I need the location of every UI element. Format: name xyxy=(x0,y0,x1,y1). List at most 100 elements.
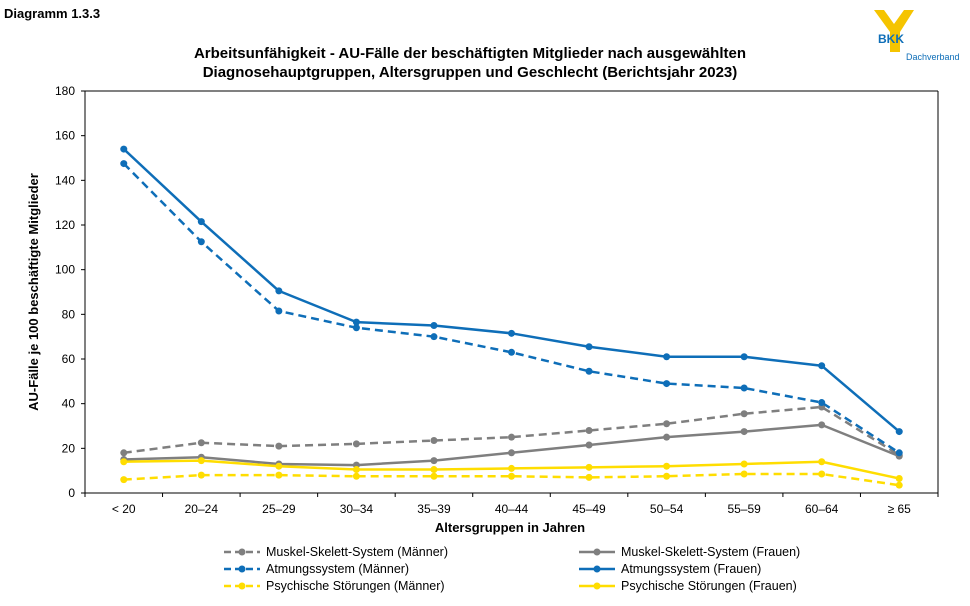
legend-swatch xyxy=(224,548,260,556)
data-point xyxy=(197,439,205,447)
legend-swatch-marker xyxy=(593,582,601,590)
x-tick-label: 60–64 xyxy=(805,502,839,516)
y-tick-label: 100 xyxy=(55,263,75,277)
legend-label: Psychische Störungen (Männer) xyxy=(266,579,445,593)
data-point xyxy=(740,410,748,418)
y-tick-label: 0 xyxy=(68,486,75,500)
x-tick-label: 25–29 xyxy=(262,502,296,516)
data-point xyxy=(508,329,515,337)
x-tick-label: 20–24 xyxy=(185,502,219,516)
y-tick-label: 140 xyxy=(55,173,75,187)
data-point xyxy=(585,473,593,481)
series-line xyxy=(122,162,900,454)
logo-text: BKK xyxy=(878,32,904,46)
data-point xyxy=(818,421,826,429)
data-point xyxy=(275,442,283,450)
y-tick-label: 160 xyxy=(55,129,75,143)
y-tick-label: 60 xyxy=(62,352,76,366)
data-point xyxy=(895,428,903,436)
data-point xyxy=(430,322,438,329)
data-point xyxy=(585,343,593,351)
data-point xyxy=(508,433,515,441)
data-point xyxy=(585,426,593,434)
data-point xyxy=(663,433,671,441)
data-point xyxy=(818,399,826,407)
legend-swatch-marker xyxy=(593,548,601,556)
data-point xyxy=(585,441,593,449)
bkk-logo-icon: BKK Dachverband xyxy=(874,10,960,62)
y-tick-label: 40 xyxy=(62,397,76,411)
data-point xyxy=(430,457,438,465)
data-point xyxy=(352,318,360,326)
bkk-logo: BKK Dachverband xyxy=(868,8,968,64)
legend-swatch xyxy=(579,548,615,556)
data-point xyxy=(663,353,671,361)
data-point xyxy=(197,238,205,246)
line-chart: 0 20 40 60 80 100 120 140 160 180 < 20 20–24 25–29 30… xyxy=(26,84,939,535)
data-point xyxy=(430,333,438,341)
y-tick-label: 180 xyxy=(55,84,75,98)
data-point xyxy=(352,466,360,474)
y-tick-label: 120 xyxy=(55,218,75,232)
legend-swatch-marker xyxy=(238,582,246,590)
x-tick-label: 55–59 xyxy=(727,502,761,516)
y-tick-label: 80 xyxy=(62,307,76,321)
data-point xyxy=(197,218,205,226)
data-point xyxy=(740,384,748,392)
series-atmungssystem-frauen- xyxy=(120,145,903,436)
data-point xyxy=(818,470,826,478)
x-tick-label: 30–34 xyxy=(340,502,374,516)
legend-swatch xyxy=(579,565,615,573)
data-point xyxy=(352,472,360,480)
legend-label: Muskel-Skelett-System (Frauen) xyxy=(621,545,801,559)
series-psychische-störungen-frauen- xyxy=(120,457,903,482)
data-point xyxy=(740,428,748,436)
data-point xyxy=(740,460,748,468)
y-tick-label: 20 xyxy=(62,441,76,455)
x-tick-label: 45–49 xyxy=(572,502,606,516)
x-tick-label: 35–39 xyxy=(417,502,451,516)
chart-title-line-1: Arbeitsunfähigkeit - AU-Fälle der beschä… xyxy=(193,45,747,62)
chart-axes: 0 20 40 60 80 100 120 140 160 180 < 20 20–24 25–29 30… xyxy=(55,84,939,516)
x-tick-label: ≥ 65 xyxy=(888,502,912,516)
data-point xyxy=(197,471,205,479)
legend-label: Psychische Störungen (Frauen) xyxy=(621,579,797,593)
data-point xyxy=(508,348,515,356)
data-point xyxy=(740,353,748,361)
x-tick-label: < 20 xyxy=(112,502,136,516)
data-point xyxy=(197,457,205,465)
data-point xyxy=(895,474,903,482)
y-axis-label: AU-Fälle je 100 beschäftigte Mitglieder xyxy=(26,173,41,411)
data-point xyxy=(508,472,515,480)
chart-series xyxy=(120,145,903,489)
data-point xyxy=(120,145,128,153)
data-point xyxy=(895,481,903,489)
data-point xyxy=(663,380,671,388)
data-point xyxy=(275,462,283,470)
chart-title: Arbeitsunfähigkeit - AU-Fälle der beschä… xyxy=(0,44,940,82)
legend-swatch xyxy=(579,582,615,590)
series-muskel-skelett-system-frauen- xyxy=(120,421,903,469)
series-atmungssystem-männer- xyxy=(120,160,903,457)
legend-swatch-marker xyxy=(238,548,246,556)
diagram-number: Diagramm 1.3.3 xyxy=(4,6,101,21)
data-point xyxy=(663,462,671,470)
data-point xyxy=(508,464,515,472)
data-point xyxy=(275,287,283,295)
legend-swatch-marker xyxy=(238,565,246,573)
legend-swatch xyxy=(224,565,260,573)
data-point xyxy=(430,466,438,474)
data-point xyxy=(120,476,128,484)
data-point xyxy=(352,324,360,332)
x-tick-label: 40–44 xyxy=(495,502,529,516)
data-point xyxy=(120,458,128,466)
data-point xyxy=(508,449,515,457)
data-point xyxy=(663,420,671,428)
series-psychische-störungen-männer- xyxy=(120,470,903,489)
legend-swatch-marker xyxy=(593,565,601,573)
data-point xyxy=(663,472,671,480)
legend-swatch xyxy=(224,582,260,590)
data-point xyxy=(740,470,748,478)
data-point xyxy=(275,471,283,479)
chart-title-line-2: Diagnosehauptgruppen, Altersgruppen und … xyxy=(202,64,738,81)
